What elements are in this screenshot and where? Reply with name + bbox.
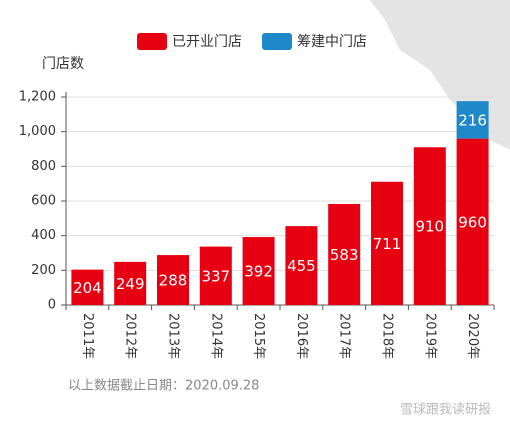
- x-tick-label: 2013年: [166, 313, 181, 359]
- x-tick-label: 2019年: [422, 313, 437, 359]
- bar: [285, 226, 318, 305]
- x-tick-label: 2016年: [294, 313, 309, 359]
- y-tick-label: 1,000: [19, 124, 56, 139]
- x-tick-label: 2018年: [380, 313, 395, 359]
- bar: [71, 269, 104, 305]
- bar: [199, 246, 232, 305]
- legend-swatch: [137, 33, 167, 50]
- bar: [456, 138, 489, 305]
- footnote: 以上数据截止日期：2020.09.28: [68, 379, 259, 394]
- value-label: 337: [201, 267, 230, 285]
- value-label: 910: [415, 218, 444, 236]
- bar: [371, 181, 403, 305]
- value-label: 204: [73, 279, 102, 297]
- y-tick-label: 800: [31, 159, 56, 174]
- x-tick-label: 2011年: [80, 313, 95, 359]
- x-tick-label: 2012年: [123, 313, 138, 359]
- value-label: 960: [458, 213, 487, 231]
- bar: [413, 147, 446, 305]
- value-label: 583: [330, 246, 359, 264]
- value-label: 288: [159, 272, 188, 290]
- y-tick-label: 600: [31, 194, 56, 209]
- value-label: 392: [244, 263, 273, 281]
- bar: [157, 255, 189, 305]
- bar: [242, 237, 275, 305]
- bar: [114, 261, 147, 305]
- value-label: 216: [458, 111, 487, 129]
- watermark: 雪球跟我读研报: [400, 403, 491, 418]
- x-tick-label: 2020年: [465, 313, 480, 359]
- bar: [456, 101, 489, 139]
- y-tick-label: 1,200: [19, 90, 56, 105]
- value-label: 249: [116, 275, 145, 293]
- y-tick-label: 400: [31, 228, 56, 243]
- legend-swatch: [262, 33, 292, 50]
- legend-label: 筹建中门店: [297, 33, 367, 50]
- legend-label: 已开业门店: [172, 34, 242, 50]
- bar: [328, 203, 361, 305]
- y-tick-label: 0: [48, 298, 56, 313]
- y-tick-label: 200: [31, 263, 56, 278]
- value-label: 455: [287, 257, 316, 275]
- x-tick-label: 2017年: [337, 313, 352, 359]
- background-map: [370, 0, 510, 150]
- x-tick-label: 2015年: [251, 313, 266, 359]
- y-axis-label: 门店数: [42, 56, 84, 72]
- x-tick-label: 2014年: [208, 313, 223, 359]
- value-label: 711: [373, 235, 402, 253]
